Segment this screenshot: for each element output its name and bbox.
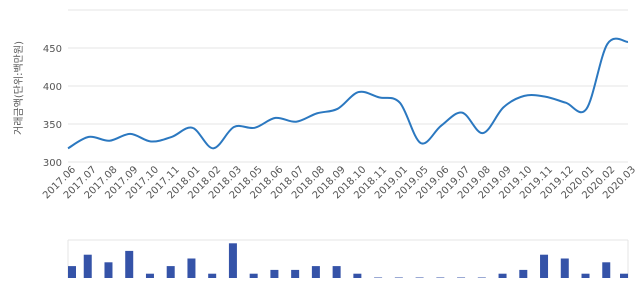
bar [68,266,76,278]
y-tick-label: 300 [43,158,62,169]
bar [249,273,258,278]
bar [540,254,549,278]
bar [581,273,590,278]
bar [602,262,611,278]
bar [125,250,134,278]
bar [228,243,237,278]
bar [498,273,507,278]
bar [83,254,92,278]
bar [104,262,113,278]
y-axis-label: 거래금액(단위:백만원) [12,41,25,135]
bar [332,266,341,278]
bar [166,266,175,278]
line [67,37,629,150]
bar [415,277,424,278]
bar [353,273,362,278]
bar [291,269,300,278]
y-tick-label: 400 [43,82,62,93]
bar [519,269,528,278]
bar [620,273,628,278]
bar [145,273,154,278]
bar [457,277,466,278]
y-tick-label: 450 [43,44,62,55]
bar [311,266,320,278]
bar [477,277,486,278]
bar [374,277,383,278]
bar [560,258,569,278]
bar [394,277,403,278]
bar [270,269,279,278]
bar [187,258,196,278]
y-tick-label: 350 [43,120,62,131]
bar [436,277,445,278]
bar [208,273,217,278]
